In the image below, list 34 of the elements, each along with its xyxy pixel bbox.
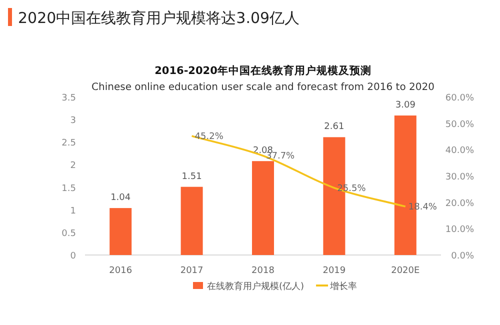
y-tick-label: 0 (70, 252, 76, 262)
legend-label: 增长率 (329, 281, 358, 292)
y2-tick-label: 40.0% (445, 146, 474, 156)
y2-tick-label: 50.0% (445, 120, 474, 130)
text: Chinese online education user scale and forecast from 2016 to 2020 (92, 82, 434, 93)
x-tick-label: 2019 (322, 266, 346, 276)
y2-tick-label: 10.0% (445, 225, 474, 236)
bar (180, 186, 203, 255)
bar (252, 161, 274, 255)
y-tick-label: 1.5 (62, 184, 76, 194)
chart-title: 2020中国在线教育用户规模将达3.09亿人 (18, 9, 300, 27)
y-tick-label: 3 (70, 116, 76, 126)
y-tick-label: 2.5 (62, 138, 76, 149)
y-tick-label: 3.5 (62, 94, 76, 104)
bar (110, 208, 132, 255)
y2-tick-label: 30.0% (445, 172, 474, 182)
y2-tick-label: 0.0% (451, 252, 474, 262)
data-label: 1.51 (182, 172, 202, 182)
y2-tick-label: 20.0% (445, 198, 474, 209)
chart-subtitle: 2016-2020年中国在线教育用户规模及预测 (154, 64, 372, 77)
x-tick-label: 2020E (391, 266, 420, 276)
y-tick-label: 0.5 (62, 228, 76, 239)
y-tick-label: 2 (70, 161, 76, 172)
y-tick-label: 1 (70, 206, 76, 216)
x-tick-label: 2017 (180, 266, 204, 276)
data-label: 37.7% (266, 152, 296, 162)
x-tick-label: 2018 (252, 266, 275, 276)
data-label: 45.2% (194, 132, 224, 142)
x-tick-label: 2016 (109, 266, 132, 276)
y2-tick-label: 60.0% (445, 94, 474, 104)
data-label: 3.09 (395, 100, 416, 111)
legend-label: 在线教育用户规模(亿人) (207, 281, 304, 292)
data-label: 1.04 (110, 193, 131, 204)
data-label: 2.61 (324, 122, 344, 132)
